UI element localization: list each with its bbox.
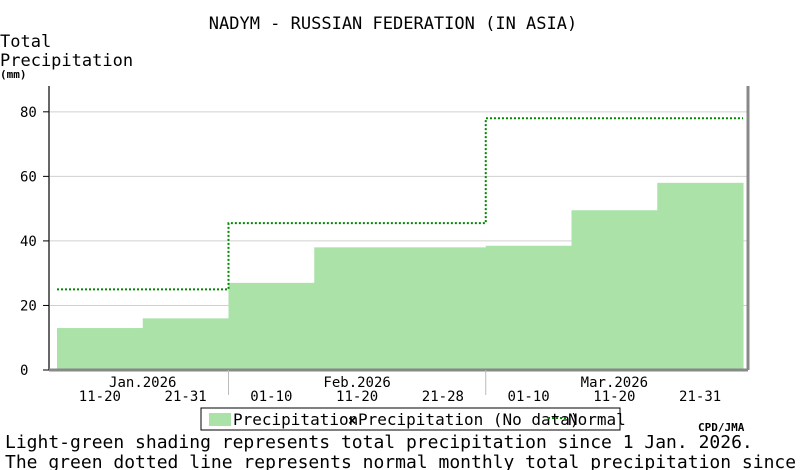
legend-label-normal: Normal [568,410,626,429]
precip-bar [571,210,658,370]
footnote-2: The green dotted line represents normal … [5,452,800,470]
legend: Precipitation × Precipitation (No data) … [200,407,626,431]
y-axis-unit: (mm) [0,68,27,81]
y-tick-label: 0 [20,363,28,379]
month-label: Feb.2026 [323,375,390,391]
period-label: 21-31 [165,389,207,405]
credit-text: CPD/JMA [698,421,745,434]
plot-area: 0 20 40 60 80 11-20 21-31 01-10 11-20 21-28 01-10 1… [20,86,750,405]
chart-title: NADYM - RUSSIAN FEDERATION (IN ASIA) [209,14,577,34]
y-axis-title-line2: Precipitation [0,51,133,71]
precip-bar [228,282,315,370]
period-label: 21-31 [679,389,721,405]
y-tick-label: 60 [20,169,37,185]
period-label: 21-28 [422,389,464,405]
legend-swatch-precipitation [209,413,231,426]
precip-bar [314,247,401,370]
period-label: 11-20 [336,389,378,405]
legend-box [200,407,621,431]
precip-bar [657,182,744,370]
month-label: Mar.2026 [581,375,648,391]
period-label: 01-10 [250,389,292,405]
precip-bar [400,247,487,370]
legend-label-nodata: Precipitation (No data) [358,410,580,429]
footnote-1: Light-green shading represents total pre… [5,432,753,453]
y-tick-label: 80 [20,105,37,121]
y-tick-label: 20 [20,298,37,314]
normal-line [57,117,743,291]
legend-nodata-marker: × [348,413,356,429]
precip-bar [57,328,144,370]
period-label: 11-20 [79,389,121,405]
legend-label-precipitation: Precipitation [233,410,358,429]
month-label: Jan.2026 [109,375,176,391]
precip-bar [485,245,572,370]
precip-bar [142,318,229,370]
y-tick-label: 40 [20,234,37,250]
period-label: 11-20 [593,389,635,405]
period-label: 01-10 [508,389,550,405]
y-axis-title-line1: Total [0,32,51,52]
